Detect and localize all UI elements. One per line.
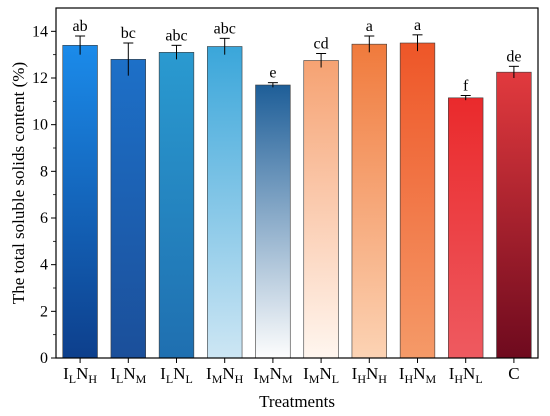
error-bar [267,82,278,88]
x-tick-label: ILNH [63,364,97,386]
error-bar [75,35,86,55]
significance-label: ab [73,18,88,35]
bar [207,46,243,359]
significance-label: abc [214,20,236,37]
x-tick-label: IHNH [352,364,388,386]
bar [110,59,146,359]
significance-labels-layer: ab bc abc abc e cd a a f de [73,17,522,95]
error-bar [171,44,182,60]
significance-label: f [463,78,469,95]
axes-layer [55,7,539,363]
bar [255,84,291,359]
x-categories-layer: ILNH ILNM ILNL IMNH IMNM IMNL IHNH IHNM IHNL C [63,364,519,386]
y-tick-label: 2 [40,303,48,320]
bar [496,71,532,359]
error-bars-layer [75,34,519,101]
x-tick-label: ILNM [110,364,146,386]
x-tick-label: IMNH [206,364,244,386]
y-tick-label: 12 [32,70,48,87]
y-tick-label: 10 [32,117,48,134]
significance-label: a [414,17,421,34]
significance-label: abc [165,27,187,44]
x-tick-label: ILNL [160,364,193,386]
x-tick-label: IHNM [399,364,437,386]
x-tick-label: C [508,364,519,383]
bar [158,52,195,359]
y-tick-label: 4 [40,257,48,274]
error-bar [460,95,471,101]
x-tick-label: IMNL [303,364,339,386]
significance-label: e [269,65,276,82]
error-bar [219,37,230,55]
error-bar [508,65,519,78]
x-tick-label: IHNL [449,364,483,386]
y-tick-label: 8 [40,163,48,180]
error-bar [316,53,327,68]
error-bar [123,42,134,76]
bar [351,43,387,359]
bar [303,60,339,359]
error-bar [412,34,423,52]
bars-layer [62,42,532,359]
significance-label: cd [314,36,329,53]
error-bar [364,35,375,53]
significance-label: a [366,18,373,35]
y-axis-title: The total soluble solids content (%) [9,62,28,304]
y-ticks-layer: 0 2 4 6 8 10 12 14 [32,23,56,367]
significance-label: bc [121,25,136,42]
x-tick-label: IMNM [253,364,293,386]
bar [399,42,436,359]
plot-frame [55,7,539,359]
bar [62,45,98,359]
bar [448,97,484,359]
y-tick-label: 14 [32,23,48,40]
significance-label: de [506,48,521,65]
y-tick-label: 6 [40,210,48,227]
x-axis-title: Treatments [259,392,335,411]
y-tick-label: 0 [40,350,48,367]
